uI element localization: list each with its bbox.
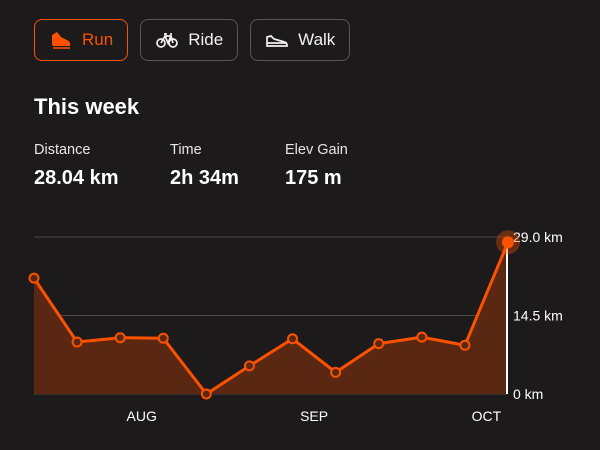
tab-ride[interactable]: Ride [140,19,239,61]
bicycle-icon [155,28,179,52]
data-point [287,333,299,345]
data-point [71,336,83,348]
area-fill [34,242,508,394]
data-point [243,360,255,372]
series-line [32,241,510,396]
y-tick-label: 29.0 km [513,229,563,245]
summary-title: This week [34,94,140,119]
data-point [459,339,471,351]
y-tick-label: 14.5 km [513,308,563,324]
stat-time-label: Time [170,142,202,158]
stat-elev-gain: Elev Gain 175 m [285,142,348,190]
walking-shoe-icon [265,28,289,52]
data-point [157,332,169,344]
stat-elev-value: 175 m [285,167,342,189]
tab-walk-label: Walk [298,30,336,49]
data-point [28,272,40,284]
shoe-icon [49,28,73,52]
y-tick-label: 0 km [513,386,543,402]
stat-time: Time 2h 34m [170,142,239,190]
tab-ride-label: Ride [188,30,224,49]
stat-elev-label: Elev Gain [285,142,348,158]
tab-run[interactable]: Run [34,19,129,61]
x-tick-label: AUG [127,408,157,424]
tab-run-label: Run [82,30,114,49]
x-tick-label: SEP [300,408,328,424]
stat-distance: Distance 28.04 km [34,142,119,190]
data-point [200,388,212,400]
stat-distance-label: Distance [34,142,91,158]
data-point [416,331,428,343]
stat-distance-value: 28.04 km [34,167,119,189]
tab-walk[interactable]: Walk [250,19,351,61]
x-tick-label: OCT [472,408,502,424]
data-point [373,338,385,350]
activity-type-tabs: Run Ride Walk [34,19,351,61]
stat-time-value: 2h 34m [170,167,239,189]
data-point [330,366,342,378]
data-point-highlight [502,236,514,249]
data-point [114,332,126,344]
